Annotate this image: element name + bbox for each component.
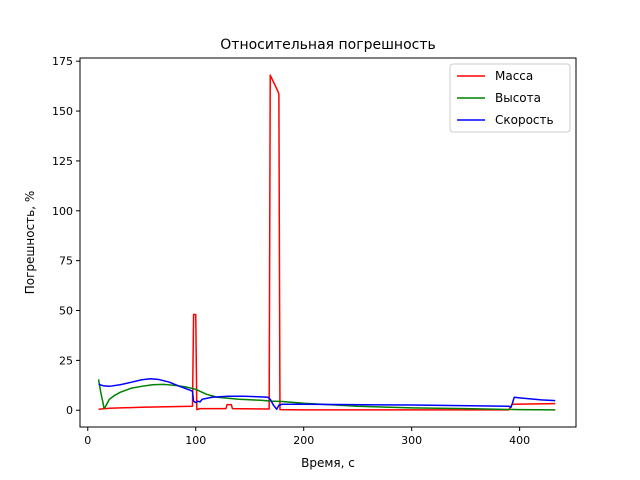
- legend: Масса Высота Скорость: [449, 63, 571, 133]
- y-tick-label: 25: [59, 354, 73, 367]
- x-tick-label: 400: [509, 434, 530, 447]
- y-tick-label: 150: [52, 105, 73, 118]
- y-axis-label: Погрешность, %: [23, 191, 37, 295]
- x-tick-label: 0: [84, 434, 91, 447]
- x-axis-label: Время, с: [301, 456, 355, 470]
- axes-frame: [79, 57, 577, 428]
- y-tick-label: 0: [66, 404, 73, 417]
- x-axis: 0 100 200 300 400: [84, 427, 530, 447]
- y-axis: 0 25 50 75 100 125 150 175: [52, 55, 80, 417]
- legend-label: Масса: [495, 69, 533, 83]
- y-tick-label: 100: [52, 205, 73, 218]
- series-line-0: [98, 74, 556, 411]
- x-tick-label: 100: [185, 434, 206, 447]
- legend-label: Высота: [495, 91, 541, 105]
- y-tick-label: 175: [52, 55, 73, 68]
- x-tick-label: 300: [401, 434, 422, 447]
- y-tick-label: 75: [59, 255, 73, 268]
- y-tick-label: 50: [59, 305, 73, 318]
- chart-title: Относительная погрешность: [220, 37, 435, 53]
- series-line-2: [98, 377, 556, 410]
- legend-label: Скорость: [495, 113, 554, 127]
- x-tick-label: 200: [293, 434, 314, 447]
- legend-box: [449, 63, 571, 133]
- plot-area: [97, 74, 556, 411]
- y-tick-label: 125: [52, 155, 73, 168]
